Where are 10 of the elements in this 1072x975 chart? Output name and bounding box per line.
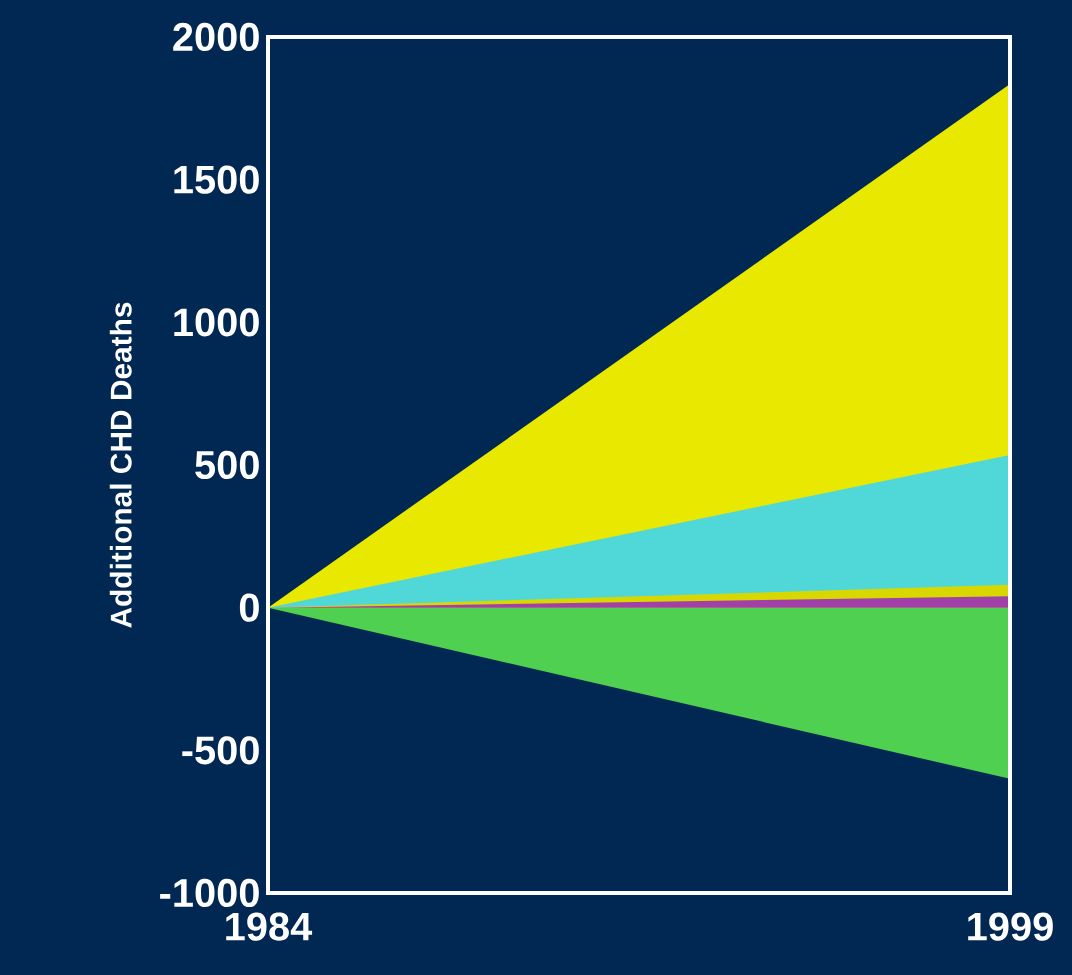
y-tick-label: 0 <box>239 593 259 622</box>
y-tick-label: 1500 <box>174 165 259 194</box>
y-tick-label: 1000 <box>174 308 259 337</box>
x-tick-label: 1984 <box>226 912 313 941</box>
y-tick-label: -1000 <box>160 878 259 908</box>
y-axis-title: Additional CHD Deaths <box>109 302 132 628</box>
x-tick-label: 1999 <box>968 912 1053 941</box>
y-tick-label: 500 <box>195 450 259 480</box>
y-tick-label: -500 <box>182 736 259 765</box>
y-tick-label: 2000 <box>173 22 259 52</box>
